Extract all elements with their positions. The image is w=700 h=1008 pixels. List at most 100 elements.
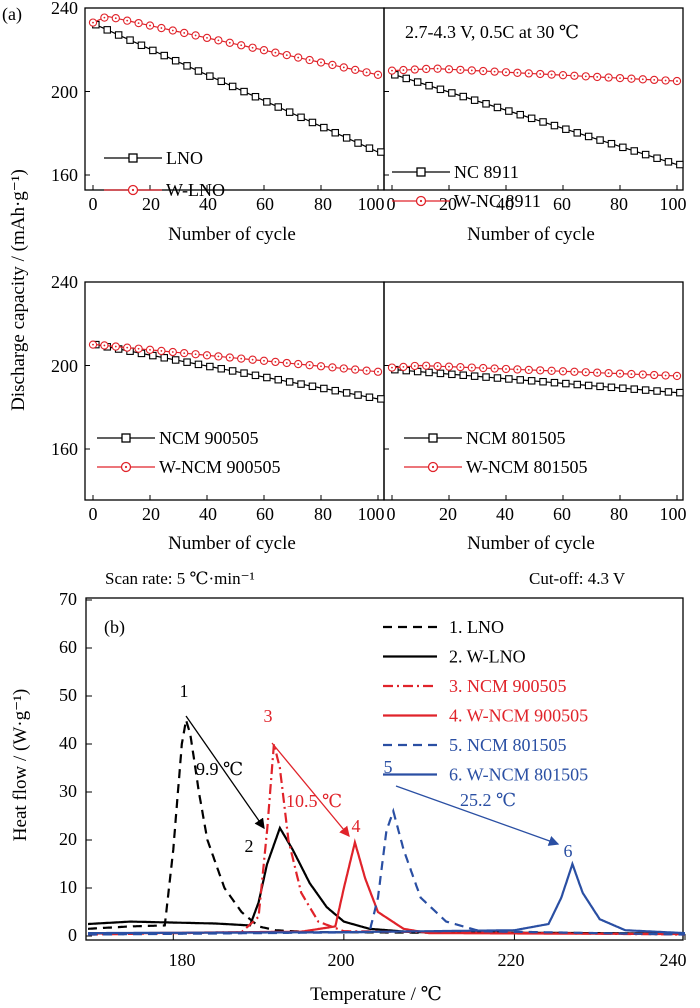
data-point-dot	[413, 365, 416, 367]
data-point-dot	[425, 364, 428, 367]
data-point-dot	[516, 71, 519, 74]
data-point-dot	[482, 367, 485, 369]
legend-label: 6. W-NCM 801505	[449, 765, 588, 785]
xtick-a3-0: 0	[89, 504, 98, 524]
data-point-dot	[448, 365, 450, 368]
data-point-square	[459, 371, 467, 379]
data-point-square	[573, 129, 581, 137]
data-point-dot	[137, 347, 140, 350]
data-point-dot	[263, 359, 265, 362]
xtick-b-240: 240	[660, 950, 687, 970]
data-point-square	[377, 395, 385, 403]
data-point-square	[217, 77, 226, 86]
ytick-a-top-160: 160	[51, 165, 78, 185]
panel-b-xlabel: Temperature / ℃	[310, 984, 442, 1005]
legend-label: 4. W-NCM 900505	[449, 706, 588, 726]
xtick-a2-80: 80	[610, 194, 628, 214]
data-point-square	[482, 373, 490, 381]
data-point-dot	[550, 369, 553, 372]
data-point-dot	[436, 67, 439, 70]
xtick-b-220: 220	[498, 950, 525, 970]
data-point-dot	[653, 374, 656, 376]
xtick-a2-60: 60	[553, 194, 571, 214]
data-point-square	[354, 391, 362, 399]
data-point-square	[641, 150, 650, 159]
legend-marker-square	[416, 167, 426, 177]
data-point-square	[539, 377, 547, 386]
shift-arrow-2	[271, 742, 350, 838]
data-point-dot	[342, 367, 345, 370]
xtick-a1-60: 60	[256, 194, 274, 214]
data-point-dot	[331, 64, 334, 66]
data-point-dot	[425, 68, 428, 70]
data-point-dot	[308, 364, 311, 367]
data-point-square	[550, 121, 559, 130]
xtick-a3-100: 100	[358, 504, 385, 524]
data-point-square	[619, 384, 627, 392]
scan-rate-annotation: Scan rate: 5 ℃·min⁻¹	[105, 569, 255, 588]
data-point-dot	[194, 353, 197, 356]
data-point-square	[630, 385, 638, 393]
legend-label: NC 8911	[454, 162, 519, 182]
data-point-square	[516, 376, 524, 384]
ytick-b-70: 70	[59, 589, 77, 609]
data-point-square	[149, 46, 157, 55]
data-point-dot	[596, 76, 599, 78]
xtick-a4-0: 0	[387, 504, 396, 524]
legend-label: 5. NCM 801505	[449, 735, 567, 755]
data-point-dot	[459, 68, 462, 71]
data-point-square	[584, 381, 593, 390]
data-point-square	[630, 147, 638, 155]
data-point-square	[320, 123, 328, 132]
data-point-square	[664, 158, 673, 166]
axes-frame-a1	[84, 7, 385, 191]
shift-arrows	[185, 715, 560, 846]
ytick-b-30: 30	[59, 781, 77, 801]
data-point-dot	[459, 366, 462, 369]
data-point-dot	[676, 375, 678, 377]
ytick-a-bottom-200: 200	[51, 356, 78, 376]
legend-label: W-NCM 900505	[159, 457, 281, 477]
data-point-dot	[274, 360, 277, 363]
dsc-curve	[88, 860, 685, 935]
data-point-square	[354, 139, 362, 147]
data-point-dot	[308, 59, 311, 61]
data-point-square	[206, 362, 214, 371]
data-point-square	[342, 134, 351, 142]
data-point-dot	[527, 369, 530, 371]
data-point-square	[539, 118, 547, 126]
data-point-square	[285, 108, 294, 116]
data-point-square	[194, 67, 203, 75]
xtick-a4-80: 80	[610, 504, 628, 524]
data-point-square	[436, 369, 445, 378]
ytick-a-bottom-240: 240	[51, 272, 78, 292]
data-point-square	[527, 114, 536, 123]
legend-label: NCM 900505	[159, 428, 259, 448]
data-point-dot	[470, 366, 473, 369]
data-point-dot	[562, 74, 564, 77]
data-point-dot	[607, 76, 610, 79]
panel-b-ylabel: Heat flow / (W·g⁻¹)	[10, 689, 31, 841]
data-point-dot	[354, 368, 357, 371]
condition-annotation: 2.7-4.3 V, 0.5C at 30 ℃	[405, 22, 579, 42]
xtick-a4-40: 40	[496, 504, 514, 524]
ytick-b-40: 40	[59, 733, 77, 753]
xtick-a1-40: 40	[199, 194, 217, 214]
data-point-square	[171, 56, 180, 65]
xlabel-a4: Number of cycle	[467, 533, 595, 554]
data-point-dot	[217, 355, 220, 358]
data-point-square	[505, 375, 513, 383]
data-point-square	[402, 74, 410, 83]
data-point-dot	[92, 21, 94, 24]
data-point-dot	[493, 367, 496, 370]
data-point-dot	[619, 77, 621, 80]
shift-label-1: 9.9 ℃	[196, 759, 243, 779]
data-point-dot	[285, 54, 288, 57]
data-point-dot	[228, 41, 231, 44]
data-point-dot	[676, 80, 678, 82]
data-point-square	[194, 360, 203, 369]
panel-a-label: (a)	[2, 4, 22, 25]
data-point-square	[263, 98, 271, 106]
data-point-square	[171, 356, 180, 364]
xtick-a1-100: 100	[358, 194, 385, 214]
